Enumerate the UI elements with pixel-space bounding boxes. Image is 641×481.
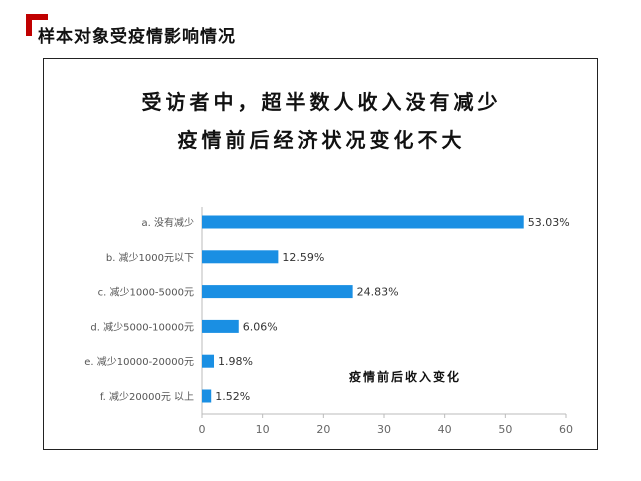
x-tick-label: 30	[377, 423, 391, 436]
category-label: d. 减少5000-10000元	[90, 321, 194, 333]
value-label: 12.59%	[282, 251, 324, 264]
bar	[202, 250, 279, 264]
chart-frame: 受访者中，超半数人收入没有减少 疫情前后经济状况变化不大 a. 没有减少 53.0…	[43, 58, 598, 450]
value-label: 53.03%	[528, 216, 570, 229]
category-label: a. 没有减少	[142, 216, 195, 229]
category-label: e. 减少10000-20000元	[84, 356, 194, 368]
corner-accent-vertical	[26, 14, 32, 36]
value-label: 1.98%	[218, 355, 253, 368]
bar	[202, 215, 524, 229]
value-label: 1.52%	[215, 390, 250, 403]
x-tick-label: 50	[498, 423, 512, 436]
chart-title-line-1: 受访者中，超半数人收入没有减少	[141, 90, 502, 114]
section-title: 样本对象受疫情影响情况	[38, 27, 236, 47]
value-label: 6.06%	[243, 320, 278, 333]
corner-accent-horizontal	[26, 14, 48, 20]
value-label: 24.83%	[357, 286, 399, 299]
bar	[202, 319, 239, 333]
chart-annotation: 疫情前后收入变化	[349, 369, 461, 384]
chart-title-line-2: 疫情前后经济状况变化不大	[177, 128, 466, 152]
x-tick-label: 40	[438, 423, 452, 436]
bar	[202, 389, 212, 403]
bar	[202, 285, 353, 299]
category-label: c. 减少1000-5000元	[98, 287, 194, 299]
bar-chart: a. 没有减少 53.03% b. 减少1000元以下 12.59% c. 减少1000…	[84, 207, 573, 436]
x-tick-label: 20	[316, 423, 330, 436]
category-label: b. 减少1000元以下	[106, 252, 194, 264]
x-tick-label: 10	[256, 423, 270, 436]
bar	[202, 354, 215, 368]
category-label: f. 减少20000元 以上	[100, 391, 194, 403]
x-tick-label: 0	[199, 423, 206, 436]
x-tick-label: 60	[559, 423, 573, 436]
